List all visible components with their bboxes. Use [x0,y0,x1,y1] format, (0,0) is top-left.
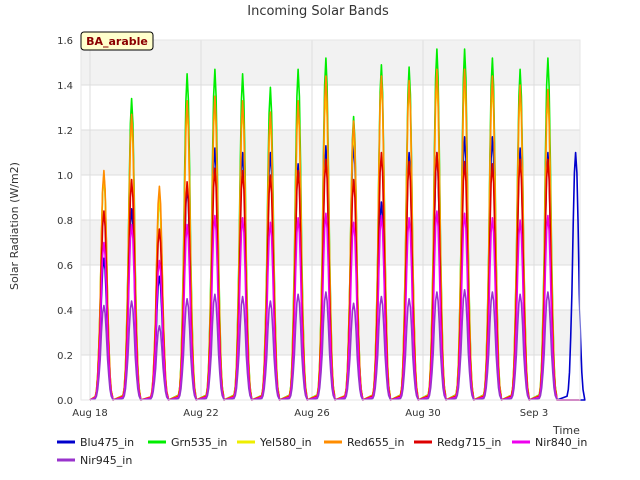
y-tick-label: 1.6 [57,36,73,47]
y-tick-label: 1.2 [57,126,73,137]
x-tick-label: Sep 3 [520,408,548,419]
site-tag-box [80,31,154,51]
legend-label: Redg715_in [437,436,501,449]
plot-frame [80,39,581,401]
axes [80,39,581,401]
y-tick-label: 1.0 [57,171,73,182]
legend-label: Nir840_in [535,436,587,449]
x-tick-label: Aug 26 [294,408,329,419]
series-layer [89,48,586,401]
legend: Blu475_in Grn535_in Yel580_in Red655_in Redg… [57,436,587,467]
plot-band [81,130,580,175]
series-line [89,289,580,401]
y-tick-label: 0.0 [57,396,73,407]
legend-label: Grn535_in [171,436,227,449]
y-tick-label: 0.4 [57,306,73,317]
x-tick-label: Aug 18 [72,408,107,419]
series-line [89,210,580,401]
legend-label: Red655_in [347,436,404,449]
site-tag: BA_arable [80,31,154,51]
x-tick-label: Aug 22 [183,408,218,419]
legend-label: Blu475_in [80,436,134,449]
site-tag-text: BA_arable [86,35,148,48]
y-tick-label: 0.2 [57,351,73,362]
legend-label: Yel580_in [259,436,312,449]
plot-band [81,40,580,85]
x-axis-ticks: Aug 18 Aug 22 Aug 26 Aug 30 Sep 3 [72,408,548,419]
y-tick-label: 1.4 [57,81,73,92]
x-axis-label: Time [552,424,580,437]
legend-label: Nir945_in [80,454,132,467]
y-tick-label: 0.6 [57,261,73,272]
x-tick-label: Aug 30 [405,408,440,419]
y-axis-label: Solar Radiation (W/m2) [8,162,21,290]
chart-title: Incoming Solar Bands [247,4,389,19]
y-axis-ticks: 0.0 0.2 0.4 0.6 0.8 1.0 1.2 1.4 1.6 [57,36,73,407]
y-tick-label: 0.8 [57,216,73,227]
